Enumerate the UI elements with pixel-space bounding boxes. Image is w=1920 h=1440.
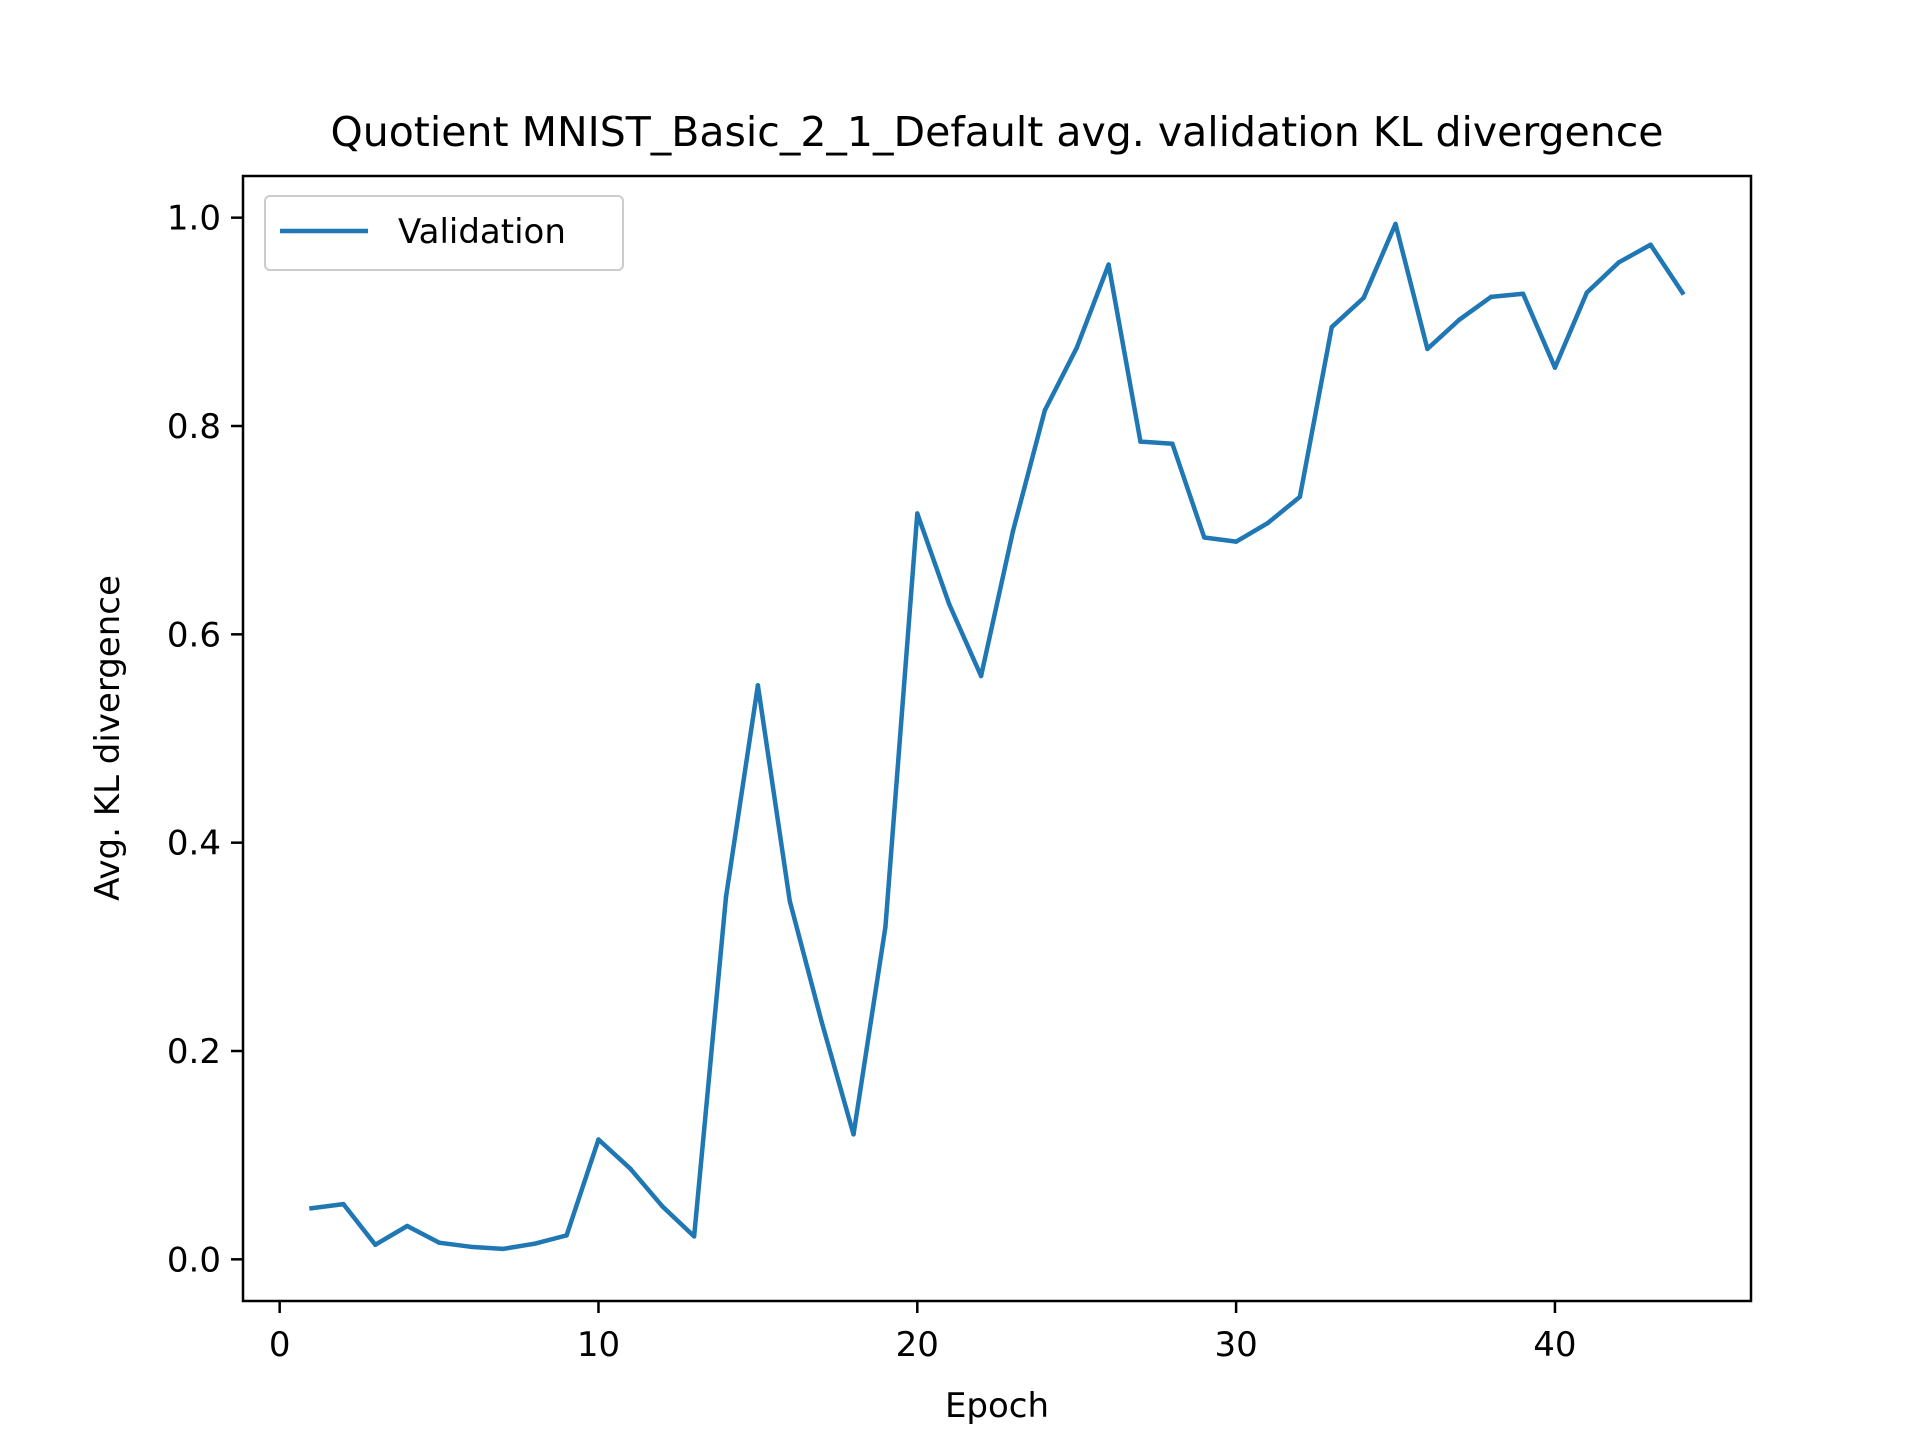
data-point — [851, 1132, 856, 1137]
x-axis-title: Epoch — [945, 1386, 1049, 1426]
data-point — [883, 924, 888, 930]
series-layer — [309, 221, 1686, 1252]
data-point — [1329, 324, 1335, 330]
data-point — [1520, 291, 1526, 296]
data-point — [1201, 535, 1207, 540]
data-point — [1584, 290, 1590, 295]
y-tick-label: 0.8 — [167, 407, 221, 447]
data-point — [946, 601, 952, 607]
data-point — [532, 1241, 537, 1246]
data-point — [755, 683, 761, 688]
data-point — [341, 1201, 346, 1207]
data-point — [1616, 260, 1621, 265]
x-tick-label: 40 — [1533, 1325, 1576, 1365]
data-point — [404, 1223, 410, 1229]
y-axis-title: Avg. KL divergence — [88, 575, 128, 901]
y-tick-label: 0.4 — [167, 824, 221, 864]
data-point — [1648, 242, 1653, 247]
x-tick-label: 0 — [269, 1325, 291, 1365]
x-tick-label: 10 — [577, 1325, 620, 1365]
data-point — [1425, 346, 1430, 352]
x-tick-label: 20 — [896, 1325, 939, 1365]
data-point — [1233, 539, 1239, 544]
data-point — [1170, 441, 1175, 446]
y-tick-label: 0.6 — [167, 615, 221, 655]
data-point — [596, 1137, 601, 1142]
data-point — [1393, 221, 1398, 227]
data-point — [691, 1234, 697, 1239]
data-point — [1457, 317, 1462, 322]
data-point — [819, 1019, 824, 1025]
y-tick-label: 0.0 — [167, 1240, 221, 1280]
y-axis-ticks: 0.0 0.2 0.4 0.6 0.8 1.0 — [167, 199, 243, 1280]
data-point — [1361, 295, 1366, 301]
data-point — [1106, 262, 1111, 267]
data-point — [1488, 294, 1494, 300]
x-axis-ticks: 0 10 20 30 40 — [269, 1301, 1577, 1365]
series-line-validation — [309, 221, 1686, 1252]
data-point — [564, 1233, 569, 1238]
data-point — [659, 1203, 665, 1209]
data-point — [1297, 494, 1303, 500]
data-point — [1680, 290, 1685, 295]
legend-label-validation: Validation — [398, 212, 566, 252]
legend: Validation — [264, 195, 624, 271]
data-point — [468, 1244, 474, 1250]
legend-box — [264, 195, 624, 271]
data-point — [309, 1206, 314, 1211]
data-point — [1074, 345, 1079, 351]
data-point — [787, 898, 793, 904]
data-point — [1265, 520, 1271, 526]
data-point — [500, 1246, 506, 1252]
data-point — [1042, 408, 1048, 413]
data-point — [1552, 365, 1558, 370]
data-point — [1138, 439, 1143, 444]
y-tick-label: 0.2 — [167, 1032, 221, 1072]
x-tick-label: 30 — [1214, 1325, 1257, 1365]
data-point — [915, 511, 920, 516]
data-point — [373, 1242, 378, 1247]
data-point — [978, 673, 984, 679]
axes-frame — [241, 174, 1753, 1303]
data-point — [1010, 528, 1016, 534]
data-point — [723, 894, 729, 900]
data-point — [436, 1240, 442, 1245]
y-tick-label: 1.0 — [167, 199, 221, 239]
data-point — [628, 1166, 633, 1171]
chart-title: Quotient MNIST_Basic_2_1_Default avg. va… — [330, 108, 1663, 156]
